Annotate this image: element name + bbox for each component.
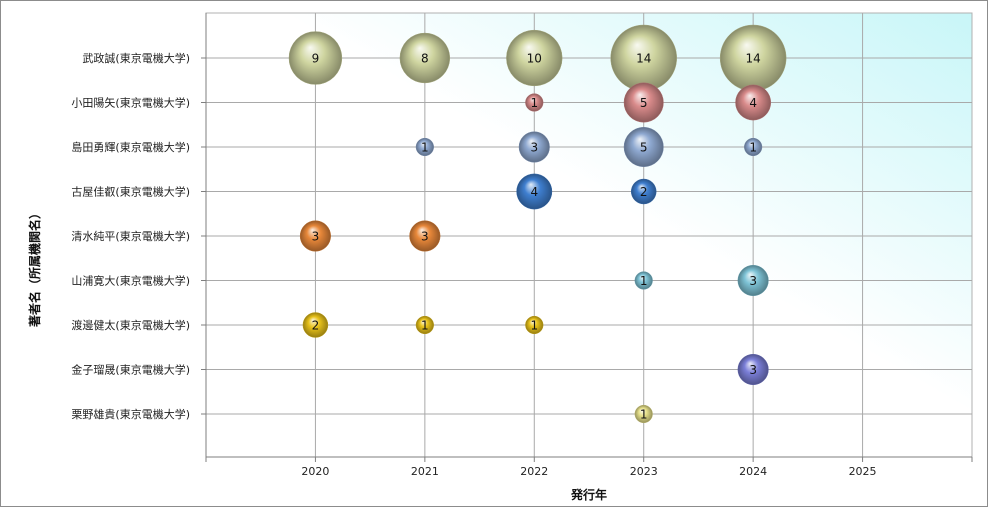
bubble xyxy=(634,271,653,290)
y-tick-label: 栗野雄貴(東京電機大学) xyxy=(71,407,190,421)
bubble xyxy=(623,127,664,167)
bubble-value-label: 1 xyxy=(421,319,429,333)
bubble xyxy=(415,137,434,157)
bubble xyxy=(525,93,544,112)
bubble xyxy=(516,173,553,210)
bubble-value-label: 3 xyxy=(421,230,429,244)
bubble xyxy=(506,29,563,87)
x-tick-label: 2025 xyxy=(849,465,877,478)
bubble xyxy=(302,312,329,338)
bubbles: 9 8 10 14 141 5 41 3 5 14 23 31 32 1 131 xyxy=(288,24,787,424)
bubble xyxy=(630,178,657,205)
bubble xyxy=(288,31,343,85)
bubble-value-label: 4 xyxy=(530,185,538,199)
bubble-value-label: 1 xyxy=(640,408,648,422)
x-tick-label: 2023 xyxy=(630,465,658,478)
x-tick-label: 2020 xyxy=(301,465,329,478)
bubble xyxy=(623,82,664,123)
bubble xyxy=(737,264,769,297)
bubble-value-label: 14 xyxy=(746,52,761,66)
bubble xyxy=(744,137,763,157)
y-tick-label: 小田陽矢(東京電機大学) xyxy=(71,96,190,110)
bubble-value-label: 9 xyxy=(312,52,320,66)
bubble-value-label: 1 xyxy=(749,141,757,155)
bubble-value-label: 4 xyxy=(749,96,757,110)
bubble xyxy=(525,315,544,335)
bubble xyxy=(409,220,441,252)
x-axis-title: 発行年 xyxy=(570,487,607,502)
bubble xyxy=(299,220,331,252)
x-tick-label: 2021 xyxy=(411,465,439,478)
bubble-value-label: 1 xyxy=(421,141,429,155)
bubble-value-label: 8 xyxy=(421,52,429,66)
bubble-value-label: 5 xyxy=(640,141,648,155)
y-tick-label: 清水純平(東京電機大学) xyxy=(71,229,190,243)
x-tick-label: 2024 xyxy=(739,465,767,478)
bubble xyxy=(518,131,550,163)
grid-lines xyxy=(206,13,972,457)
bubble xyxy=(399,32,451,84)
bubble-value-label: 10 xyxy=(527,52,542,66)
bubble-value-label: 14 xyxy=(636,52,651,66)
axes: 2020 2021 2022 2023 2024 2025 武政誠(東京電機大学) 小田陽矢(… xyxy=(71,13,973,478)
bubble-value-label: 5 xyxy=(640,96,648,110)
bubble-value-label: 2 xyxy=(312,319,320,333)
bubble-value-label: 3 xyxy=(312,230,320,244)
bubble xyxy=(415,315,434,335)
y-tick-label: 武政誠(東京電機大学) xyxy=(82,51,190,65)
bubble-value-label: 3 xyxy=(749,363,757,377)
bubble-value-label: 2 xyxy=(640,185,648,199)
bubble-value-label: 3 xyxy=(749,274,757,288)
plot-area xyxy=(205,12,973,458)
bubble-value-label: 1 xyxy=(530,96,538,110)
y-tick-label: 島田勇輝(東京電機大学) xyxy=(71,140,190,154)
y-tick-label: 山浦寛大(東京電機大学) xyxy=(71,274,190,288)
bubble-value-label: 1 xyxy=(640,274,648,288)
x-tick-label: 2022 xyxy=(520,465,548,478)
y-tick-label: 渡邊健太(東京電機大学) xyxy=(71,318,190,332)
y-axis-title: 著者名（所属機関名） xyxy=(27,207,42,328)
bubble-value-label: 1 xyxy=(530,319,538,333)
bubble xyxy=(634,404,653,424)
y-tick-label: 古屋佳叡(東京電機大学) xyxy=(71,185,190,199)
y-tick-label: 金子瑠晟(東京電機大学) xyxy=(71,363,190,377)
bubble xyxy=(737,353,769,386)
bubble-value-label: 3 xyxy=(530,141,538,155)
bubble xyxy=(735,84,772,121)
